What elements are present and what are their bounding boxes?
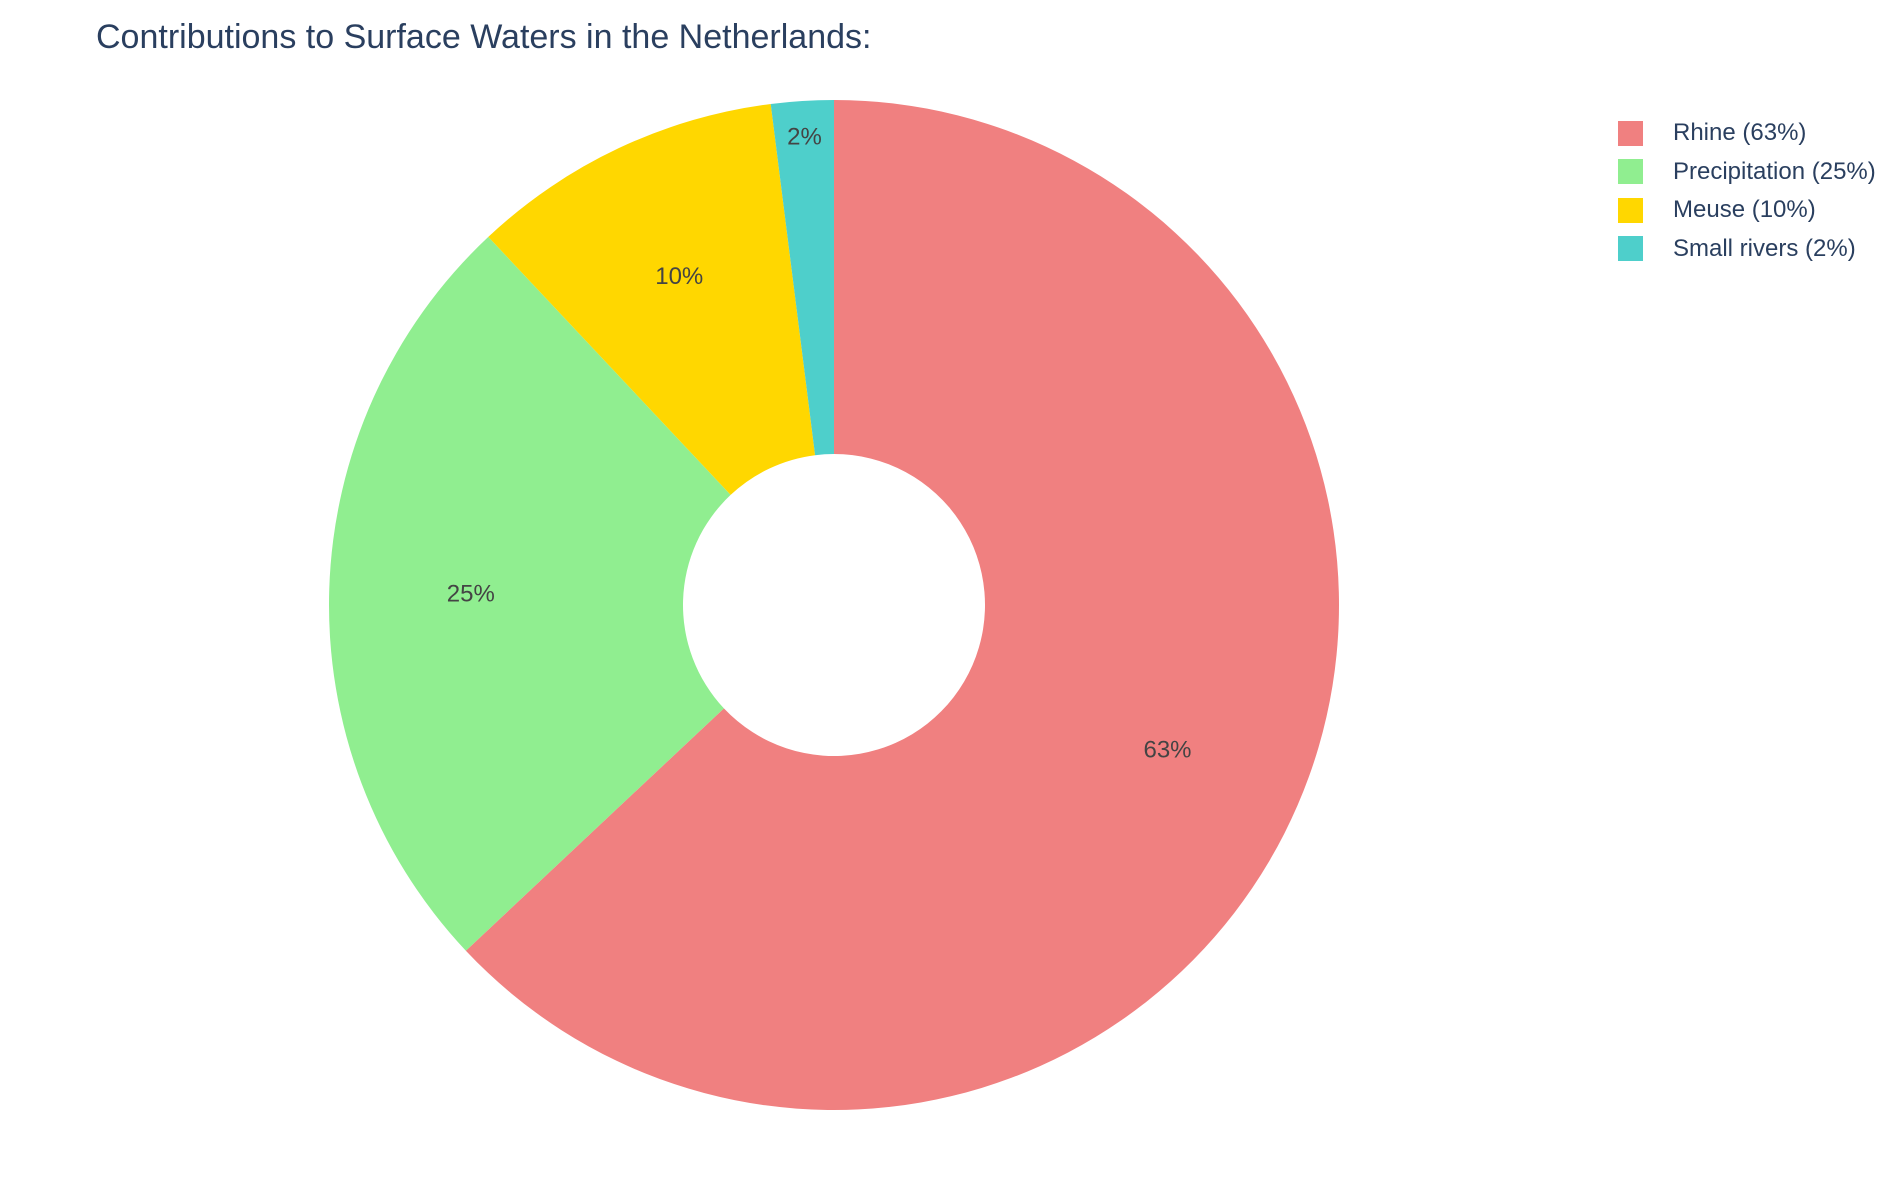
slice-label-precipitation: 25% [447,581,495,608]
slice-rhine[interactable] [465,100,1339,1110]
legend-item-rhine[interactable]: Rhine (63%) [1618,114,1876,153]
chart-title: Contributions to Surface Waters in the N… [96,18,872,56]
legend-label: Small rivers (2%) [1673,234,1856,262]
legend-swatch [1618,120,1643,146]
slice-meuse[interactable] [488,103,816,495]
legend-item-meuse[interactable]: Meuse (10%) [1618,191,1876,230]
legend-label: Precipitation (25%) [1673,157,1876,185]
slice-precipitation[interactable] [329,236,731,951]
slice-small-rivers[interactable] [770,100,834,456]
slice-label-meuse: 10% [655,263,703,290]
legend-label: Rhine (63%) [1673,119,1807,147]
legend-item-small-rivers[interactable]: Small rivers (2%) [1618,230,1876,269]
legend-label: Meuse (10%) [1673,196,1816,224]
legend: Rhine (63%) Precipitation (25%) Meuse (10%… [1618,114,1876,268]
slice-label-small-rivers: 2% [787,123,822,150]
legend-swatch [1618,159,1643,185]
slice-label-rhine: 63% [1143,736,1191,763]
legend-item-precipitation[interactable]: Precipitation (25%) [1618,153,1876,192]
legend-swatch [1618,236,1643,262]
legend-swatch [1618,197,1643,223]
